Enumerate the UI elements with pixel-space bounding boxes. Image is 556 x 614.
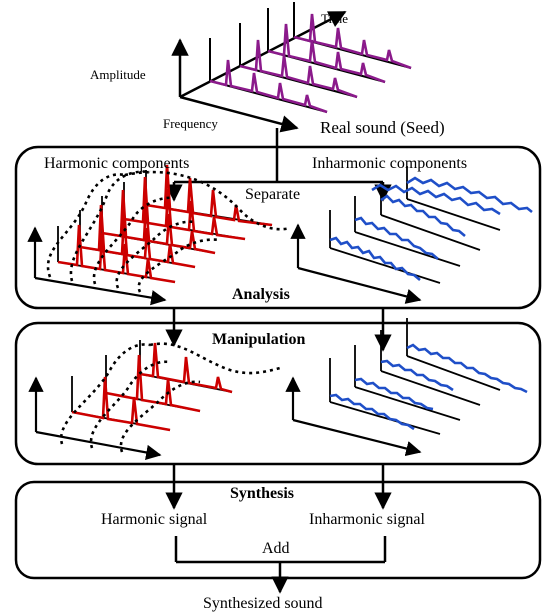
separate-label: Separate (243, 186, 303, 203)
manipulation-harmonic-plot (28, 340, 281, 461)
harmonic-signal-label: Harmonic signal (101, 511, 208, 528)
frequency-axis-label: Frequency (163, 116, 218, 131)
analysis-harmonic-plot (27, 164, 291, 306)
inharmonic-components-title: Inharmonic components (312, 155, 468, 172)
manipulation-box (14, 321, 542, 466)
seed-frequency-axis (179, 95, 299, 133)
seed-spectra (209, 13, 412, 114)
synthesized-sound-caption: Synthesized sound (203, 595, 323, 612)
harmonic-components-title: Harmonic components (44, 155, 190, 172)
manipulation-stage-label: Manipulation (212, 331, 306, 348)
seed-caption: Real sound (Seed) (320, 118, 445, 137)
analysis-inharmonic-plot (290, 166, 533, 304)
synthesis-stage-label: Synthesis (230, 485, 295, 502)
add-label: Add (262, 540, 290, 557)
analysis-stage-label: Analysis (232, 286, 290, 303)
seed-time-axis (179, 10, 347, 99)
seed-plot (171, 2, 412, 133)
manipulation-inharmonic-plot (285, 318, 528, 457)
analysis-box (14, 145, 542, 310)
amplitude-axis-label: Amplitude (90, 67, 146, 82)
time-axis-label: Time (321, 11, 348, 26)
inharmonic-signal-label: Inharmonic signal (309, 511, 425, 528)
